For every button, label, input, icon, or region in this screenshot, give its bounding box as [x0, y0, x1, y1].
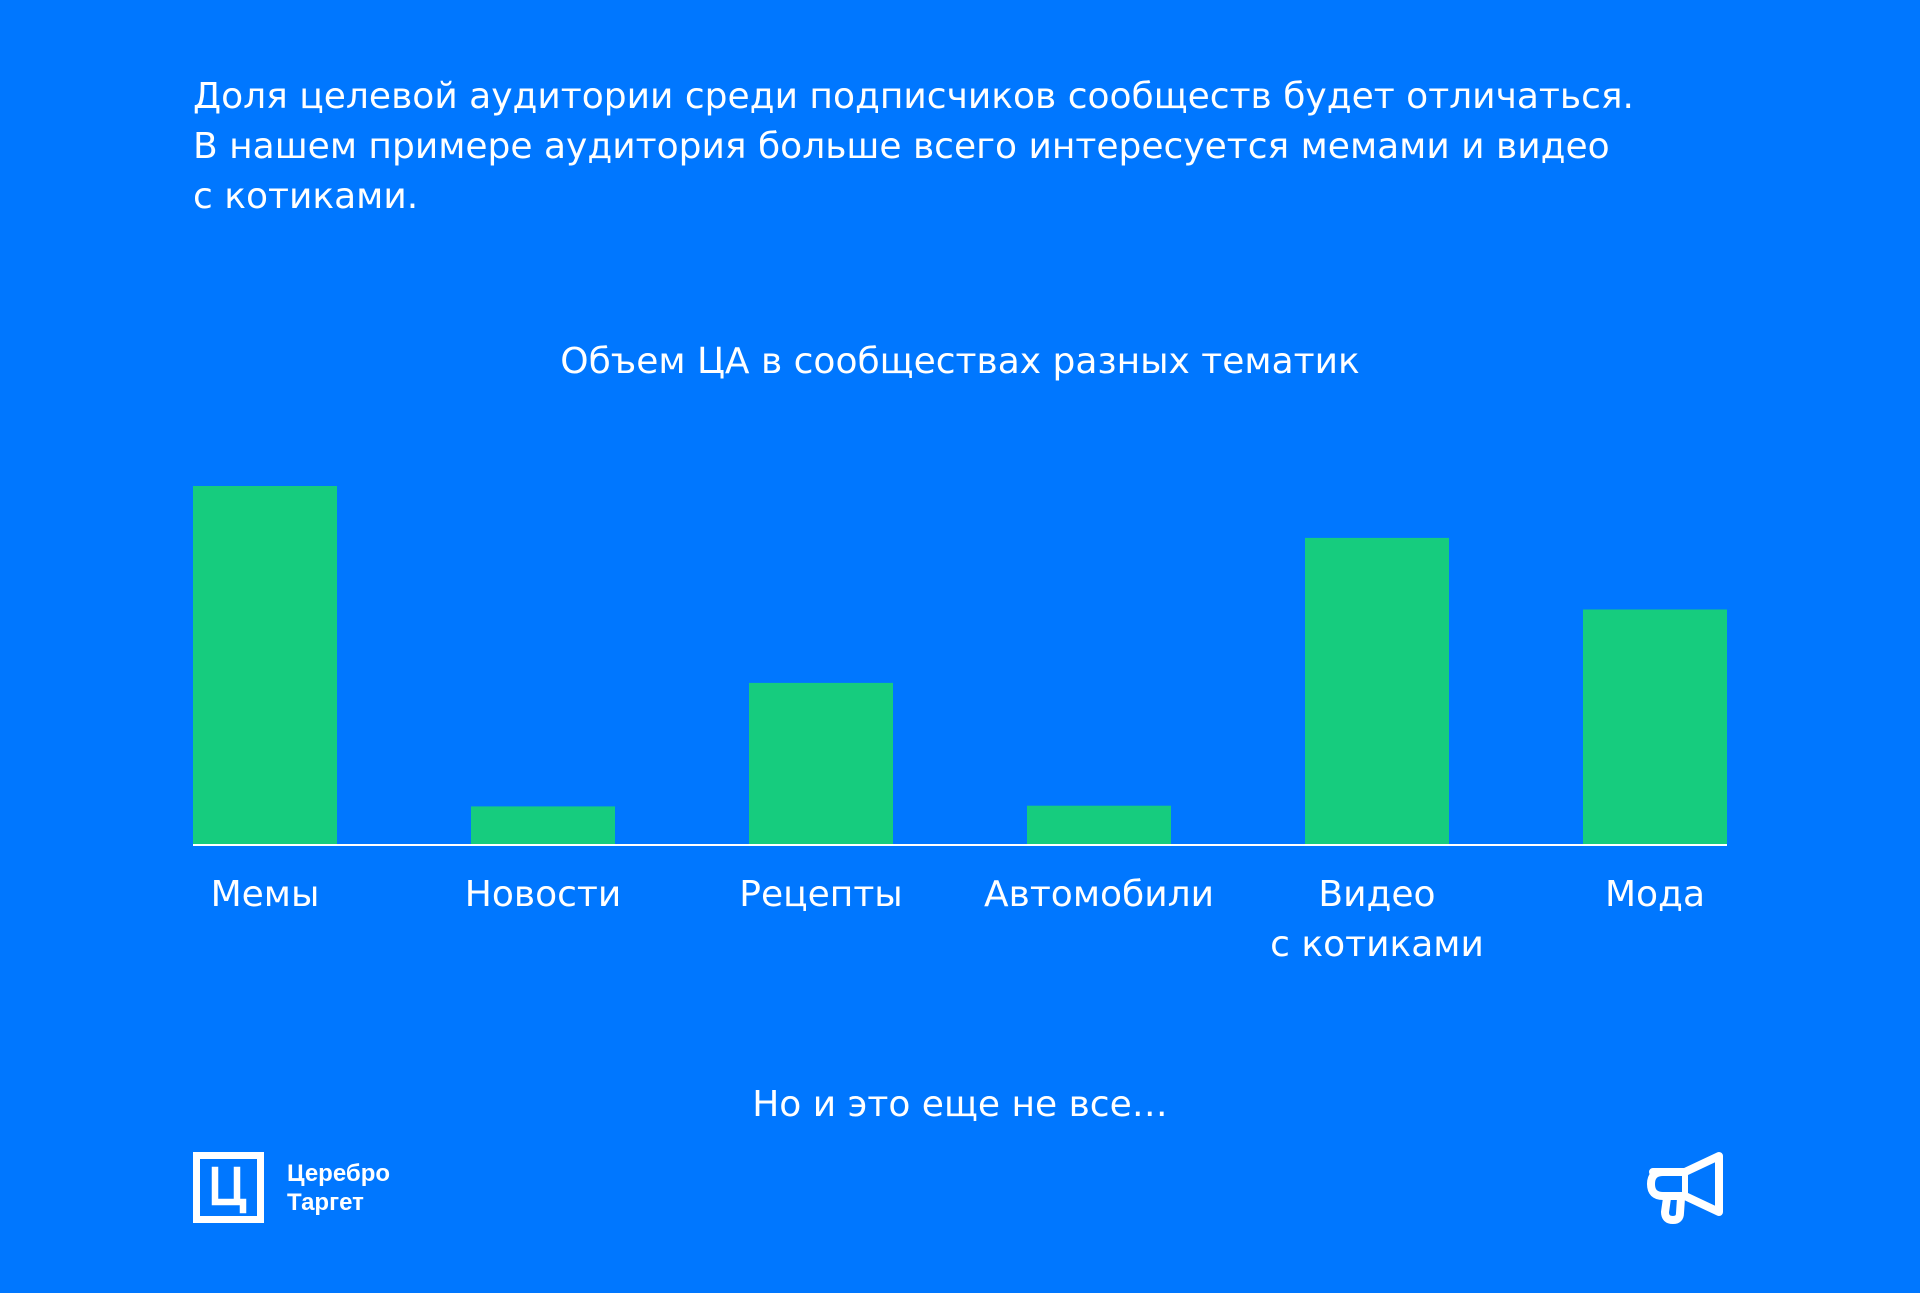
category-label-1: Мемы: [211, 874, 320, 915]
bar-3: [749, 682, 893, 844]
category-label-5-line-2: с котиками: [1270, 924, 1484, 965]
bar-6: [1583, 609, 1727, 844]
intro-line-1: Доля целевой аудитории среди подписчиков…: [193, 76, 1634, 117]
bar-5: [1305, 537, 1449, 844]
category-label-4: Автомобили: [984, 874, 1214, 915]
cerebro-target-logo-icon: [193, 1152, 264, 1223]
intro-line-2: В нашем примере аудитория больше всего и…: [193, 126, 1610, 167]
bar-chart: Мемы Новости Рецепты Автомобили Видео с котик…: [193, 486, 1727, 965]
bar-4: [1027, 805, 1171, 844]
bar-1: [193, 486, 337, 844]
category-label-5: Видео: [1318, 874, 1435, 915]
brand-logo: Церебро Таргет: [193, 1152, 390, 1223]
bar-2: [471, 806, 615, 844]
intro-line-3: с котиками.: [193, 176, 419, 217]
footer-text: Но и это еще не все…: [752, 1084, 1168, 1125]
brand-name: Церебро Таргет: [287, 1159, 390, 1217]
category-label-6: Мода: [1605, 874, 1705, 915]
chart-title: Объем ЦА в сообществах разных тематик: [560, 341, 1360, 382]
brand-name-line-1: Церебро: [287, 1159, 391, 1187]
brand-name-line-2: Таргет: [287, 1188, 364, 1216]
category-label-3: Рецепты: [739, 874, 902, 915]
megaphone-icon: [1647, 1152, 1723, 1224]
category-label-2: Новости: [465, 874, 622, 915]
intro-text: Доля целевой аудитории среди подписчиков…: [193, 72, 1693, 222]
